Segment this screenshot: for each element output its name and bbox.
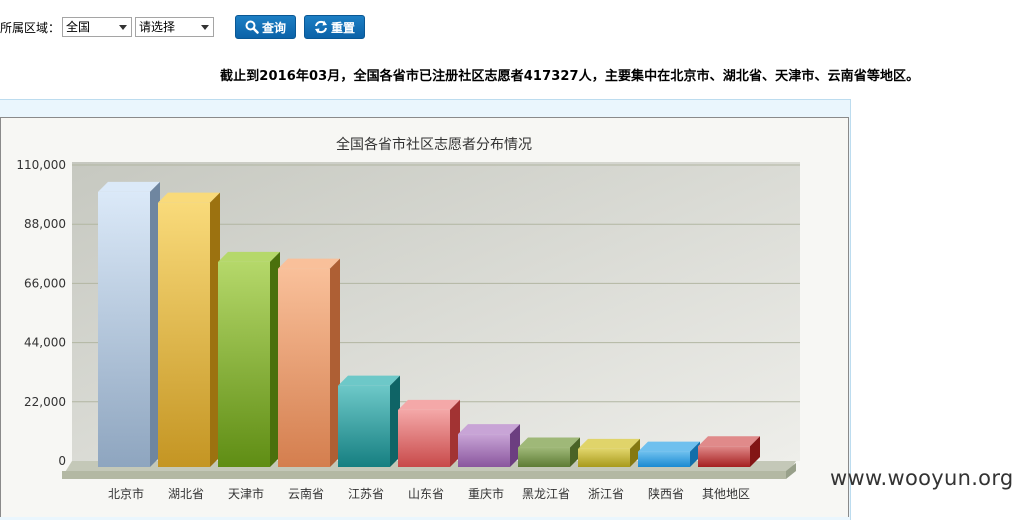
x-tick-label: 其他地区 (702, 487, 750, 501)
bar-top (518, 437, 580, 448)
bar-top (158, 192, 220, 203)
x-tick-label: 陕西省 (648, 486, 684, 501)
y-tick-label: 22,000 (24, 395, 66, 409)
bar (398, 399, 460, 467)
bar (98, 181, 160, 467)
bar-top (458, 424, 520, 435)
search-icon (245, 20, 259, 34)
bar-front (518, 447, 570, 467)
bars (98, 181, 760, 467)
chevron-down-icon (201, 25, 210, 30)
bar-side (390, 375, 400, 467)
bar-front (458, 434, 510, 467)
y-axis: 0 22,000 44,000 66,000 88,000 110,000 (16, 158, 66, 468)
bar-front (698, 446, 750, 467)
chart-title: 全国各省市社区志愿者分布情况 (336, 136, 532, 153)
bar-top (398, 399, 460, 410)
x-tick-label: 北京市 (108, 486, 144, 501)
bar-side (510, 424, 520, 467)
x-tick-label: 重庆市 (468, 486, 504, 501)
chevron-down-icon (119, 25, 128, 30)
x-tick-label: 湖北省 (168, 486, 204, 501)
bar (638, 441, 700, 467)
bar-front (218, 261, 270, 467)
query-button[interactable]: 查询 (235, 15, 296, 39)
y-tick-label: 0 (58, 454, 66, 468)
bar-side (690, 441, 700, 467)
bar (458, 424, 520, 467)
x-tick-label: 江苏省 (348, 487, 384, 501)
bar (218, 251, 280, 467)
x-tick-label: 天津市 (228, 486, 264, 501)
bar (338, 375, 400, 467)
bar-front (158, 202, 210, 467)
watermark: www.wooyun.org (830, 466, 1014, 490)
x-tick-label: 浙江省 (588, 487, 624, 501)
bar-side (330, 258, 340, 467)
bar (158, 192, 220, 467)
region-select-value: 全国 (66, 20, 91, 34)
region-label: 所属区域： (0, 20, 61, 35)
subregion-select[interactable]: 请选择 (135, 17, 215, 37)
y-tick-label: 110,000 (16, 158, 66, 172)
y-tick-label: 66,000 (24, 276, 66, 290)
bar-side (270, 251, 280, 467)
bar (518, 437, 580, 467)
reset-button-label: 重置 (330, 20, 355, 35)
bar (578, 438, 640, 467)
floor-side (786, 463, 796, 479)
floor-front (62, 471, 786, 479)
bar-front (278, 268, 330, 467)
x-axis: 北京市 湖北省 天津市 云南省 江苏省 山东省 重庆市 黑龙江省 浙江省 陕西省 其他地区 (108, 486, 750, 501)
query-button-label: 查询 (261, 20, 286, 35)
bar-side (210, 192, 220, 467)
bar-side (150, 181, 160, 467)
subregion-select-value: 请选择 (139, 20, 176, 34)
region-select[interactable]: 全国 (62, 17, 133, 37)
y-tick-label: 44,000 (24, 336, 66, 350)
reset-button[interactable]: 重置 (304, 15, 365, 39)
bar-top (338, 375, 400, 386)
bar-front (98, 191, 150, 467)
bar-side (630, 438, 640, 467)
y-tick-label: 88,000 (24, 217, 66, 231)
bar-side (750, 436, 760, 467)
bar-top (98, 181, 160, 192)
x-tick-label: 山东省 (408, 487, 444, 501)
x-tick-label: 黑龙江省 (522, 487, 570, 501)
bar-top (278, 258, 340, 269)
refresh-icon (314, 20, 327, 34)
bar-front (338, 385, 390, 467)
bar-chart: 全国各省市社区志愿者分布情况 0 22,000 44,000 66,000 88,000… (16, 136, 800, 501)
bar-side (570, 437, 580, 467)
bar-front (638, 451, 690, 467)
summary-text: 截止到2016年03月，全国各省市已注册社区志愿者417327人，主要集中在北京… (220, 69, 920, 84)
bar (698, 436, 760, 467)
bar-top (218, 251, 280, 262)
bar-front (578, 448, 630, 467)
bar-side (450, 399, 460, 467)
bar-top (698, 436, 760, 447)
x-tick-label: 云南省 (288, 486, 324, 501)
bar-top (638, 441, 700, 452)
bar-front (398, 409, 450, 467)
bar-top (578, 438, 640, 449)
bar (278, 258, 340, 467)
filter-bar: 所属区域： 全国 请选择 (0, 16, 217, 38)
